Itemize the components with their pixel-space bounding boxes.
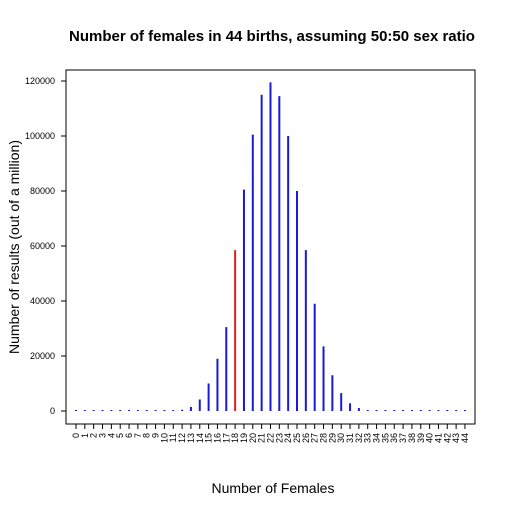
x-tick-label: 1: [80, 433, 90, 438]
x-tick-label: 35: [380, 433, 390, 443]
x-tick-label: 39: [416, 433, 426, 443]
x-tick-label: 20: [248, 433, 258, 443]
x-tick-label: 22: [265, 433, 275, 443]
x-tick-label: 0: [71, 433, 81, 438]
y-tick-label: 60000: [30, 241, 55, 251]
y-axis-label: Number of results (out of a million): [6, 140, 22, 354]
x-tick-label: 38: [407, 433, 417, 443]
x-tick-label: 26: [301, 433, 311, 443]
x-tick-label: 5: [115, 433, 125, 438]
x-tick-label: 30: [336, 433, 346, 443]
x-tick-label: 15: [204, 433, 214, 443]
x-tick-label: 40: [425, 433, 435, 443]
x-tick-label: 27: [310, 433, 320, 443]
x-tick-label: 7: [133, 433, 143, 438]
x-tick-label: 4: [106, 433, 116, 438]
x-tick-label: 41: [433, 433, 443, 443]
x-tick-label: 11: [168, 433, 178, 442]
x-tick-label: 32: [354, 433, 364, 443]
y-tick-label: 80000: [30, 186, 55, 196]
x-tick-label: 31: [345, 433, 355, 443]
x-tick-label: 29: [327, 433, 337, 443]
x-tick-label: 14: [195, 433, 205, 443]
x-tick-label: 21: [257, 433, 267, 443]
x-tick-label: 37: [398, 433, 408, 443]
chart-title: Number of females in 44 births, assuming…: [69, 28, 475, 45]
x-tick-label: 44: [460, 433, 470, 443]
x-tick-label: 24: [283, 433, 293, 443]
bars: [75, 82, 466, 411]
x-tick-label: 18: [230, 433, 240, 443]
x-axis-label: Number of Females: [212, 480, 335, 496]
x-tick-label: 42: [442, 433, 452, 443]
x-tick-label: 36: [389, 433, 399, 443]
x-tick-label: 13: [186, 433, 196, 443]
x-tick-label: 28: [319, 433, 329, 443]
x-tick-label: 16: [212, 433, 222, 443]
x-tick-label: 9: [151, 433, 161, 438]
x-tick-label: 8: [142, 433, 152, 438]
y-tick-label: 100000: [25, 131, 55, 141]
x-tick-label: 10: [159, 433, 169, 443]
x-tick-label: 17: [221, 433, 231, 443]
x-tick-label: 34: [372, 433, 382, 443]
x-tick-label: 43: [451, 433, 461, 443]
x-tick-label: 23: [274, 433, 284, 443]
x-tick-label: 3: [98, 433, 108, 438]
y-axis: 0 20000 40000 60000 80000 100000 120000: [25, 76, 66, 416]
y-tick-label: 20000: [30, 351, 55, 361]
x-tick-label: 6: [124, 433, 134, 438]
y-tick-label: 0: [50, 406, 55, 416]
x-tick-label: 12: [177, 433, 187, 443]
x-axis: 0123456789101112131415161718192021222324…: [71, 424, 470, 443]
x-tick-label: 19: [239, 433, 249, 443]
x-tick-label: 25: [292, 433, 302, 443]
x-tick-label: 2: [89, 433, 99, 438]
y-tick-label: 120000: [25, 76, 55, 86]
x-tick-label: 33: [363, 433, 373, 443]
y-tick-label: 40000: [30, 296, 55, 306]
